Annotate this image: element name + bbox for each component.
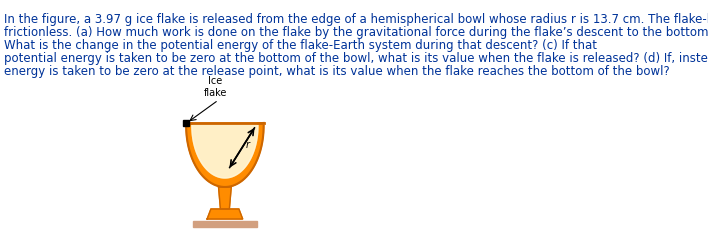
Polygon shape — [219, 187, 232, 209]
Text: potential energy is taken to be zero at the bottom of the bowl, what is its valu: potential energy is taken to be zero at … — [4, 52, 708, 65]
Polygon shape — [192, 123, 258, 178]
Polygon shape — [193, 221, 257, 227]
Text: energy is taken to be zero at the release point, what is its value when the flak: energy is taken to be zero at the releas… — [4, 65, 670, 78]
Text: What is the change in the potential energy of the flake-Earth system during that: What is the change in the potential ener… — [4, 39, 597, 52]
Text: frictionless. (a) How much work is done on the flake by the gravitational force : frictionless. (a) How much work is done … — [4, 26, 708, 39]
Text: In the figure, a 3.97 g ice flake is released from the edge of a hemispherical b: In the figure, a 3.97 g ice flake is rel… — [4, 13, 708, 26]
Text: r: r — [245, 140, 249, 150]
Polygon shape — [207, 209, 243, 219]
Polygon shape — [192, 123, 258, 178]
Polygon shape — [186, 123, 263, 187]
Text: Ice
flake: Ice flake — [204, 76, 227, 98]
